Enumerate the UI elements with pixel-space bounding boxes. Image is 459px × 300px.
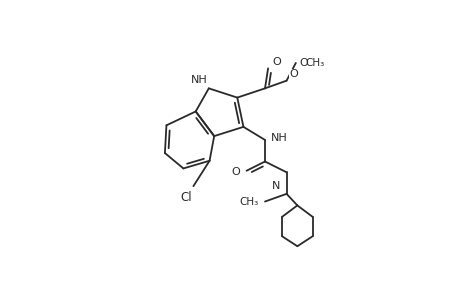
Text: NH: NH: [190, 74, 207, 85]
Text: CH₃: CH₃: [239, 196, 258, 206]
Text: NH: NH: [271, 133, 287, 142]
Text: O: O: [298, 58, 307, 68]
Text: CH₃: CH₃: [304, 58, 324, 68]
Text: O: O: [289, 69, 298, 79]
Text: O: O: [231, 167, 240, 177]
Text: Cl: Cl: [180, 191, 191, 204]
Text: O: O: [272, 57, 281, 67]
Text: N: N: [271, 181, 280, 191]
